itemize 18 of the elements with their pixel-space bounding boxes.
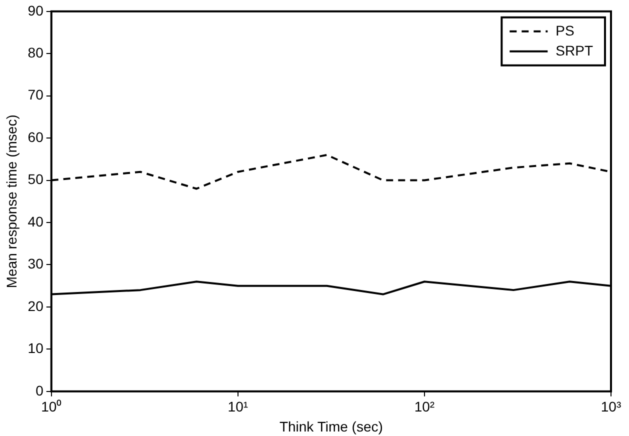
y-tick-label: 0 <box>36 382 44 398</box>
legend-label: SRPT <box>556 42 594 58</box>
x-axis-title: Think Time (sec) <box>279 418 383 434</box>
x-tick-label: 10² <box>414 398 435 415</box>
x-tick-label: 10³ <box>600 398 622 415</box>
legend-label: PS <box>556 22 574 38</box>
y-tick-label: 80 <box>28 44 44 60</box>
y-tick-label: 90 <box>28 2 44 18</box>
x-tick-label: 10¹ <box>228 398 248 415</box>
y-axis-title: Mean response time (msec) <box>3 114 20 288</box>
y-tick-label: 10 <box>28 340 44 356</box>
y-tick-label: 20 <box>28 298 44 314</box>
y-tick-label: 30 <box>28 256 44 272</box>
x-tick-label: 10⁰ <box>41 398 62 415</box>
y-tick-label: 60 <box>28 128 44 145</box>
y-tick-label: 70 <box>28 86 44 103</box>
y-tick-label: 50 <box>28 171 44 188</box>
y-tick-label: 40 <box>28 213 44 230</box>
